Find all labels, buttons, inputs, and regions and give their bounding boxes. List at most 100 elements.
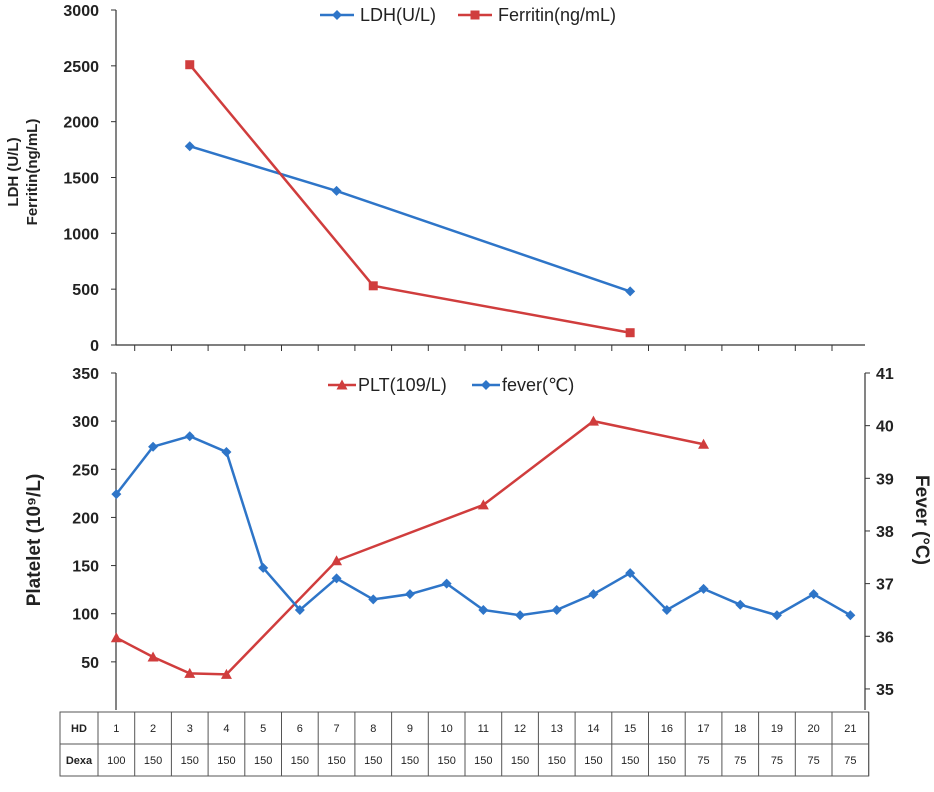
table-cell: 150 — [181, 755, 199, 767]
bottom-right-axis-label: Fever (°C) — [911, 475, 932, 565]
bottom-right-tick-label: 40 — [876, 419, 894, 436]
table-cell: 150 — [401, 755, 419, 767]
bottom-left-tick-label: 200 — [72, 510, 99, 527]
table-cell: 150 — [437, 755, 455, 767]
ferritin-point — [368, 281, 378, 291]
bottom-right-tick-label: 41 — [876, 366, 894, 383]
plt-point — [331, 555, 343, 566]
fever-point — [845, 610, 856, 621]
bottom-right-tick-label: 36 — [876, 629, 894, 646]
table-cell: 150 — [217, 755, 235, 767]
table-cell: 150 — [474, 755, 492, 767]
table-cell: 150 — [584, 755, 602, 767]
bottom-legend-marker — [336, 379, 348, 390]
fever-point — [221, 446, 232, 457]
bottom-right-tick-label: 35 — [876, 682, 894, 699]
bottom-left-tick-label: 50 — [81, 655, 99, 672]
table-cell: 11 — [478, 723, 489, 735]
ldh-point — [184, 141, 195, 152]
plt-point — [477, 499, 489, 510]
table-cell: 75 — [844, 755, 856, 767]
bottom-left-tick-label: 300 — [72, 414, 99, 431]
table-row-header: Dexa — [66, 755, 93, 767]
bottom-left-tick-label: 100 — [72, 607, 99, 624]
table-cell: 8 — [370, 723, 376, 735]
bottom-legend-marker — [481, 380, 491, 390]
top-y-axis-label-ldh: LDH (U/L) — [5, 137, 22, 206]
table-cell: 3 — [187, 723, 193, 735]
top-legend-label: LDH(U/L) — [360, 5, 436, 25]
fever-point — [698, 583, 709, 594]
bottom-legend-label: fever(℃) — [502, 375, 574, 395]
table-cell: 16 — [661, 723, 673, 735]
fever-point — [258, 562, 269, 573]
fever-point — [735, 599, 746, 610]
table-cell: 10 — [441, 723, 453, 735]
top-legend-marker — [332, 10, 342, 20]
fever-point — [515, 610, 526, 621]
table-cell: 150 — [548, 755, 566, 767]
ldh-point — [625, 286, 636, 297]
ferritin-series-line — [188, 63, 631, 334]
table-cell: 14 — [587, 723, 599, 735]
bottom-left-tick-label: 150 — [72, 559, 99, 576]
table-cell: 2 — [150, 723, 156, 735]
fever-point — [294, 604, 305, 615]
fever-series-line — [115, 434, 851, 617]
bottom-right-tick-label: 38 — [876, 524, 894, 541]
plt-point — [698, 438, 710, 449]
table-cell: 19 — [771, 723, 783, 735]
fever-point — [404, 589, 415, 600]
fever-point — [331, 573, 342, 584]
table-cell: 7 — [333, 723, 339, 735]
bottom-legend-label: PLT(109/L) — [358, 375, 447, 395]
table-cell: 75 — [734, 755, 746, 767]
table-cell: 75 — [771, 755, 783, 767]
top-legend-marker — [470, 10, 480, 20]
fever-point — [111, 489, 122, 500]
fever-point — [441, 578, 452, 589]
fever-point — [661, 604, 672, 615]
table-cell: 150 — [511, 755, 529, 767]
ldh-point — [331, 185, 342, 196]
plt-point — [220, 668, 232, 679]
table-cell: 15 — [624, 723, 636, 735]
top-y-tick-label: 2500 — [63, 59, 99, 76]
ldh-series-line — [189, 145, 631, 293]
bottom-left-tick-label: 250 — [72, 462, 99, 479]
top-y-tick-label: 500 — [72, 282, 99, 299]
table-cell: 150 — [291, 755, 309, 767]
table-cell: 5 — [260, 723, 266, 735]
plt-series-line — [115, 419, 704, 676]
fever-point — [808, 589, 819, 600]
fever-point — [368, 594, 379, 605]
top-legend-label: Ferritin(ng/mL) — [498, 5, 616, 25]
table-row-header: HD — [71, 723, 87, 735]
table-cell: 150 — [364, 755, 382, 767]
fever-point — [148, 441, 159, 452]
table-cell: 100 — [107, 755, 125, 767]
table-cell: 75 — [808, 755, 820, 767]
fever-point — [771, 610, 782, 621]
fever-point — [588, 589, 599, 600]
table-cell: 21 — [844, 723, 856, 735]
bottom-left-tick-label: 350 — [72, 366, 99, 383]
bottom-right-tick-label: 39 — [876, 471, 894, 488]
table-cell: 150 — [144, 755, 162, 767]
table-cell: 150 — [621, 755, 639, 767]
fever-point — [184, 431, 195, 442]
fever-point — [478, 604, 489, 615]
plt-point — [147, 651, 159, 662]
plt-point — [184, 667, 196, 678]
table-cell: 17 — [697, 723, 709, 735]
bottom-right-tick-label: 37 — [876, 577, 894, 594]
plt-point — [587, 415, 599, 426]
top-y-tick-label: 0 — [90, 338, 99, 355]
table-cell: 75 — [697, 755, 709, 767]
table-cell: 6 — [297, 723, 303, 735]
bottom-left-axis-label: Platelet (10⁹/L) — [24, 474, 45, 607]
plt-point — [110, 632, 122, 643]
table-cell: 12 — [514, 723, 526, 735]
